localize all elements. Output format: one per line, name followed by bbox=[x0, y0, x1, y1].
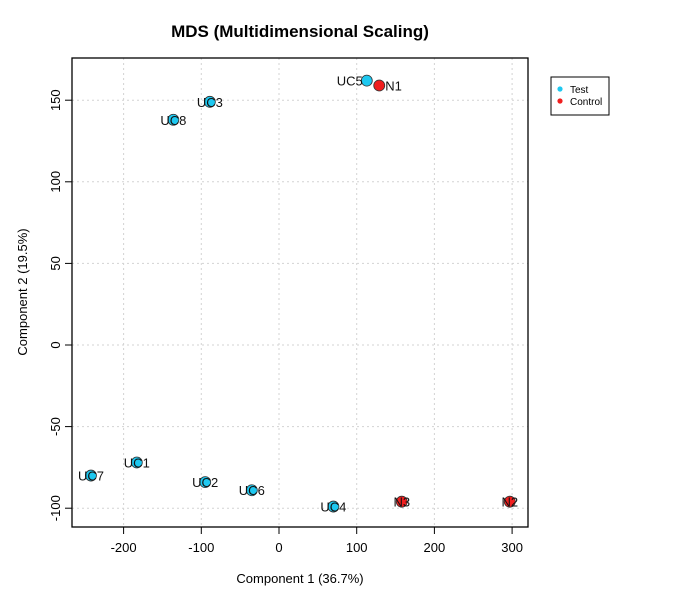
data-point bbox=[245, 484, 258, 497]
point-label: UC7 bbox=[78, 469, 104, 484]
y-tick-label: -50 bbox=[48, 417, 63, 436]
x-axis-label: Component 1 (36.7%) bbox=[236, 571, 363, 586]
y-tick-label: 100 bbox=[48, 171, 63, 193]
data-point bbox=[85, 469, 97, 482]
data-point bbox=[327, 500, 340, 513]
point-label: UC1 bbox=[124, 456, 150, 471]
legend-box bbox=[550, 76, 610, 116]
chart-title: MDS (Multidimensional Scaling) bbox=[171, 22, 429, 41]
data-point bbox=[395, 495, 408, 508]
legend-label: Control bbox=[570, 97, 602, 108]
x-tick-label: -200 bbox=[111, 540, 137, 555]
y-tick-label: 0 bbox=[48, 341, 63, 348]
point-label: UC3 bbox=[197, 95, 223, 110]
point-label: UC4 bbox=[320, 500, 346, 515]
data-point bbox=[199, 476, 212, 488]
x-tick-label: -100 bbox=[188, 540, 214, 555]
y-axis-label: Component 2 (19.5%) bbox=[15, 228, 30, 355]
y-tick-label: -100 bbox=[48, 495, 63, 521]
point-label: UC5 bbox=[337, 74, 363, 89]
data-point bbox=[203, 95, 216, 108]
y-tick-label: 50 bbox=[48, 256, 63, 270]
legend-label: Test bbox=[570, 85, 589, 96]
point-label: N1 bbox=[385, 79, 402, 94]
point-label: N3 bbox=[393, 495, 410, 510]
point-label: UC6 bbox=[239, 483, 265, 498]
data-point bbox=[503, 495, 516, 508]
point-label: UC2 bbox=[192, 475, 218, 490]
legend-marker bbox=[557, 86, 563, 92]
x-tick-label: 200 bbox=[424, 540, 446, 555]
point-label: N2 bbox=[501, 495, 518, 510]
x-tick-label: 0 bbox=[275, 540, 282, 555]
data-point bbox=[167, 113, 180, 126]
data-point bbox=[373, 79, 386, 92]
data-point bbox=[360, 74, 373, 87]
x-tick-label: 100 bbox=[346, 540, 368, 555]
y-tick-label: 150 bbox=[48, 89, 63, 111]
x-tick-label: 300 bbox=[501, 540, 523, 555]
point-label: UC8 bbox=[160, 113, 186, 128]
plot-frame bbox=[71, 57, 529, 528]
legend-marker bbox=[557, 98, 563, 104]
data-point bbox=[130, 456, 143, 469]
